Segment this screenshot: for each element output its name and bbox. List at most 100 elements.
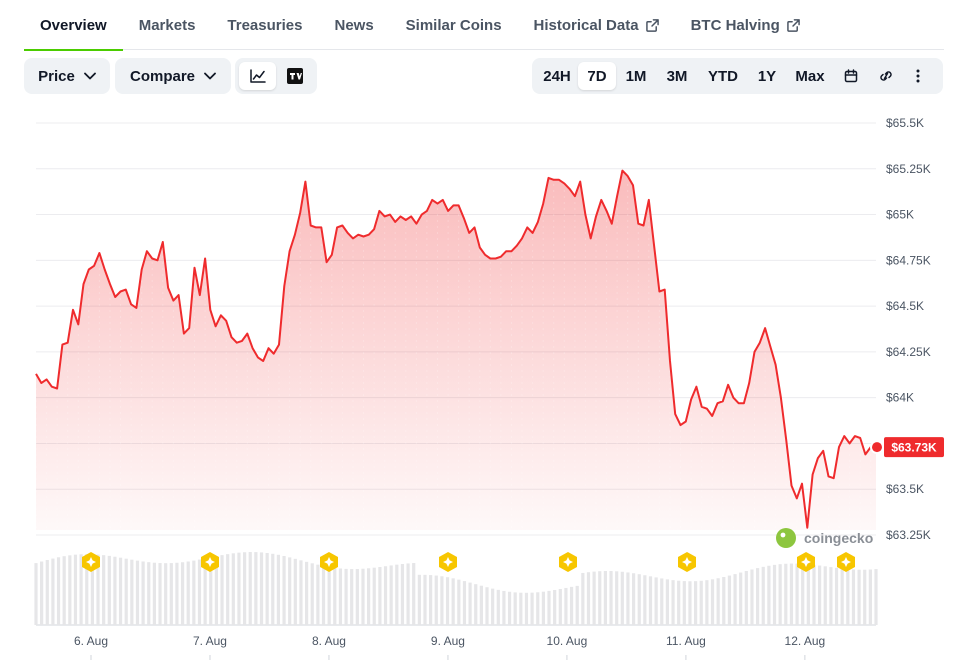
texture-dot (510, 394, 513, 396)
tab-similar-coins[interactable]: Similar Coins (390, 0, 518, 50)
texture-dot (521, 286, 523, 288)
texture-dot (584, 436, 587, 438)
texture-dot (775, 442, 777, 444)
texture-dot (870, 466, 872, 468)
texture-dot (606, 454, 608, 456)
texture-dot (701, 460, 703, 462)
texture-dot (574, 328, 576, 330)
texture-dot (584, 394, 587, 396)
embed-link-button[interactable] (868, 62, 904, 90)
texture-dot (616, 370, 618, 372)
compare-dropdown[interactable]: Compare (115, 58, 231, 94)
texture-dot (320, 340, 322, 342)
texture-dot (225, 460, 227, 462)
texture-dot (320, 526, 322, 528)
texture-dot (215, 334, 217, 336)
range-7d[interactable]: 7D (578, 62, 616, 90)
texture-dot (352, 508, 354, 510)
texture-dot (56, 454, 58, 456)
texture-dot (711, 478, 713, 480)
tab-news[interactable]: News (318, 0, 389, 50)
range-24h[interactable]: 24H (536, 62, 578, 90)
texture-dot (658, 406, 661, 408)
texture-dot (341, 466, 343, 468)
texture-dot (373, 262, 375, 264)
texture-dot (362, 442, 365, 444)
texture-dot (859, 520, 861, 522)
tab-treasuries[interactable]: Treasuries (211, 0, 318, 50)
texture-dot (500, 352, 502, 354)
price-dropdown[interactable]: Price (24, 58, 110, 94)
texture-dot (616, 274, 618, 276)
texture-dot (310, 334, 312, 336)
price-chart[interactable]: $65.5K $65.25K $65K $64.75K $64.5K $64.25K $64… (0, 100, 967, 660)
texture-dot (88, 490, 90, 492)
texture-dot (764, 406, 766, 408)
texture-dot (479, 394, 481, 396)
line-chart-button[interactable] (239, 62, 276, 90)
texture-dot (236, 412, 238, 414)
texture-dot (193, 376, 196, 378)
texture-dot (584, 304, 587, 306)
range-3m[interactable]: 3M (656, 62, 698, 90)
texture-dot (690, 418, 692, 420)
texture-dot (46, 388, 48, 390)
texture-dot (574, 286, 576, 288)
volume-bar (536, 592, 540, 625)
texture-dot (109, 322, 111, 324)
texture-dot (436, 376, 439, 378)
more-options-button[interactable] (904, 62, 932, 90)
texture-dot (141, 334, 143, 336)
texture-dot (627, 370, 629, 372)
texture-dot (130, 442, 132, 444)
volume-bar (203, 558, 207, 625)
texture-dot (775, 412, 777, 414)
date-range-button[interactable] (834, 62, 868, 90)
texture-dot (574, 442, 576, 444)
texture-dot (775, 394, 777, 396)
texture-dot (669, 430, 671, 432)
texture-dot (595, 496, 597, 498)
texture-dot (510, 298, 513, 300)
texture-dot (489, 370, 491, 372)
texture-dot (56, 490, 58, 492)
texture-dot (500, 292, 502, 294)
tab-historical-data[interactable]: Historical Data (518, 0, 675, 50)
range-max[interactable]: Max (786, 62, 834, 90)
texture-dot (352, 430, 354, 432)
texture-dot (341, 292, 343, 294)
range-ytd[interactable]: YTD (698, 62, 748, 90)
texture-dot (532, 394, 534, 396)
texture-dot (56, 478, 58, 480)
texture-dot (627, 478, 629, 480)
texture-dot (162, 280, 164, 282)
range-1y[interactable]: 1Y (748, 62, 786, 90)
texture-dot (362, 400, 365, 402)
texture-dot (542, 526, 544, 528)
texture-dot (119, 460, 122, 462)
texture-dot (394, 286, 396, 288)
texture-dot (109, 328, 111, 330)
tab-btc-halving[interactable]: BTC Halving (675, 0, 816, 50)
texture-dot (436, 262, 439, 264)
texture-dot (341, 394, 343, 396)
texture-dot (732, 484, 735, 486)
texture-dot (405, 448, 407, 450)
texture-dot (627, 196, 629, 198)
texture-dot (130, 382, 132, 384)
texture-dot (553, 352, 555, 354)
texture-dot (278, 526, 280, 528)
texture-dot (384, 520, 386, 522)
tradingview-button[interactable] (276, 62, 313, 90)
tab-markets[interactable]: Markets (123, 0, 212, 50)
range-1m[interactable]: 1M (616, 62, 656, 90)
texture-dot (151, 412, 153, 414)
texture-dot (711, 484, 713, 486)
texture-dot (553, 286, 555, 288)
texture-dot (299, 448, 301, 450)
texture-dot (172, 394, 174, 396)
tab-overview[interactable]: Overview (24, 0, 123, 51)
texture-dot (627, 334, 629, 336)
calendar-icon (844, 69, 858, 83)
texture-dot (616, 484, 618, 486)
